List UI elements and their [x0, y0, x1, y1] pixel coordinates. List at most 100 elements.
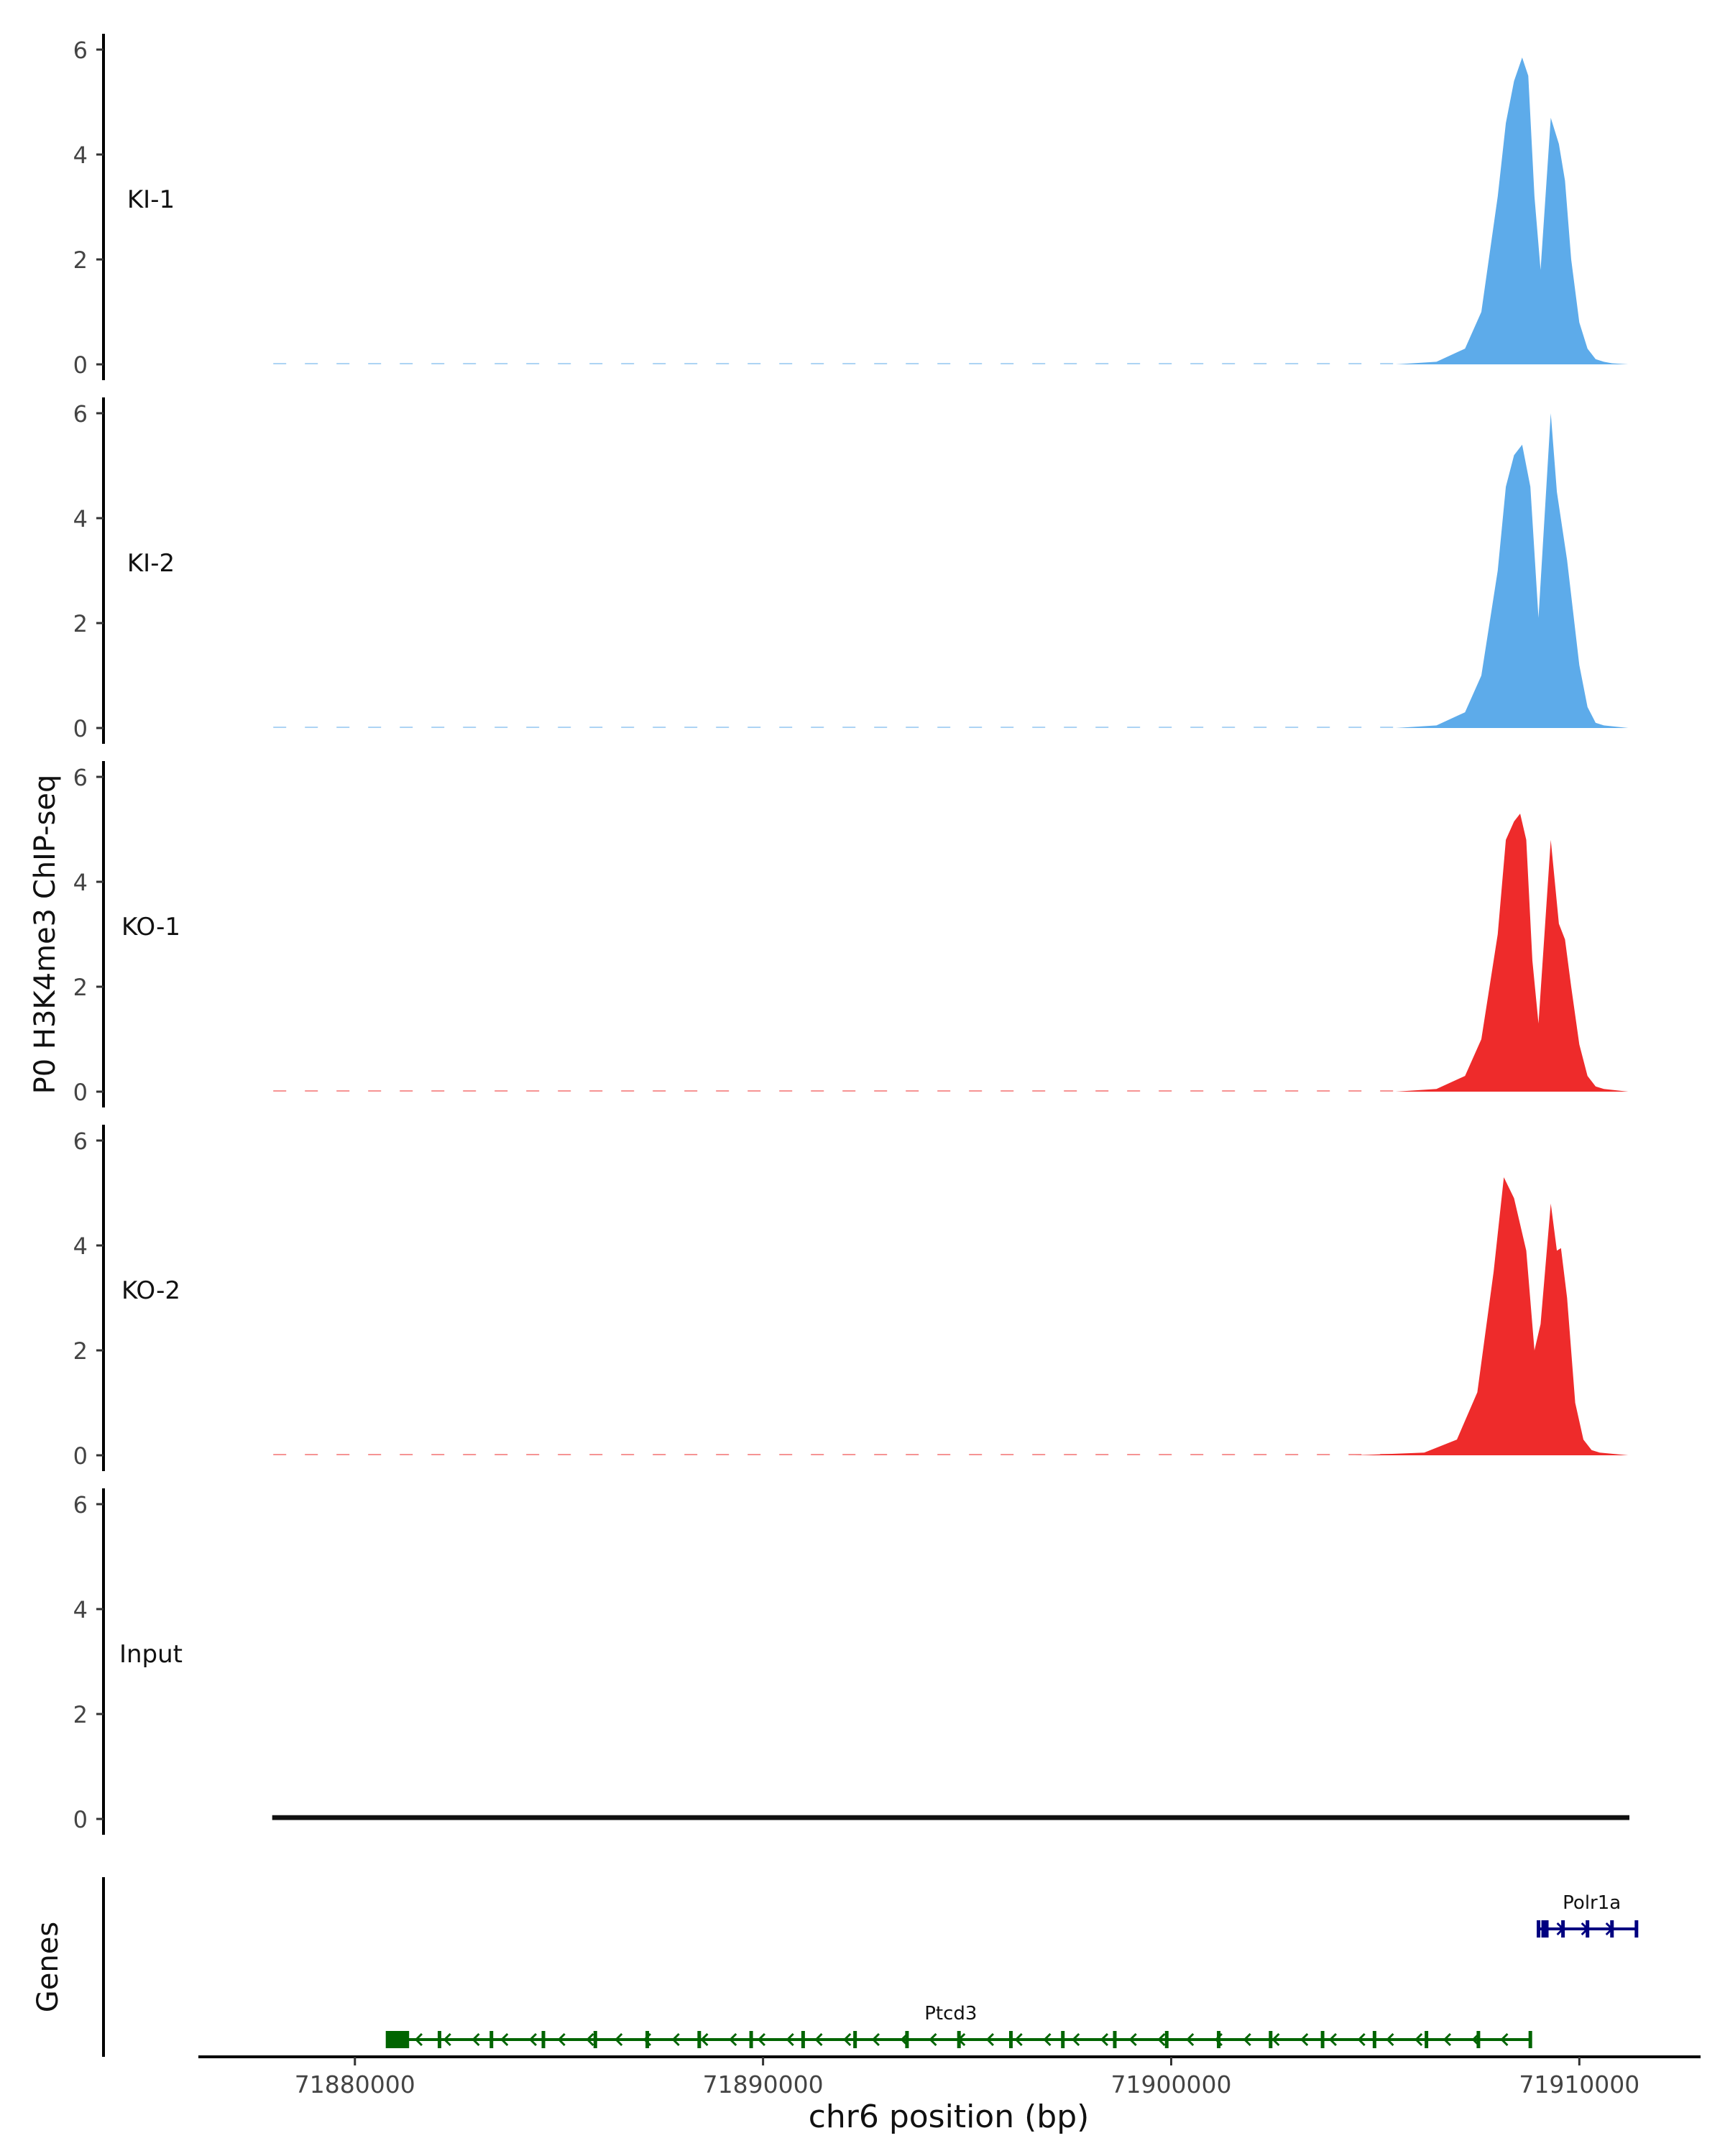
strand-arrow — [900, 2032, 908, 2047]
y-tick-label: 2 — [73, 1701, 88, 1728]
series-area — [273, 1177, 1629, 1455]
x-tick-label: 71880000 — [295, 2070, 415, 2099]
strand-arrow — [1443, 2032, 1451, 2047]
strand-arrow — [1014, 2032, 1023, 2047]
gene-ptcd3: Ptcd3 — [385, 2003, 1532, 2048]
series-area — [273, 413, 1629, 728]
y-tick-label: 2 — [73, 610, 88, 637]
strand-arrow — [1243, 2032, 1251, 2047]
strand-arrow — [1300, 2032, 1309, 2047]
track-ki-2: 0 2 4 6 KI-2 — [73, 397, 1629, 744]
gene-exon — [1269, 2031, 1273, 2048]
strand-arrow — [615, 2032, 623, 2047]
strand-arrow — [557, 2032, 566, 2047]
strand-arrow — [1157, 2032, 1166, 2047]
gene-polr1a: Polr1a — [1537, 1892, 1639, 1938]
gene-exon — [697, 2031, 702, 2048]
strand-arrow — [643, 2032, 652, 2047]
gene-exon — [489, 2031, 494, 2048]
track-ko-1: 0 2 4 6 KO-1 — [73, 761, 1629, 1107]
strand-arrow — [757, 2032, 766, 2047]
genes-track-label: Genes — [32, 1922, 65, 2012]
strand-arrow — [1357, 2032, 1366, 2047]
strand-arrow — [957, 2032, 966, 2047]
y-tick-label: 0 — [73, 1442, 88, 1470]
gene-exon — [905, 2031, 909, 2048]
gene-exon — [1528, 2031, 1532, 2048]
strand-arrow — [500, 2032, 509, 2047]
track-label: KI-2 — [127, 549, 175, 578]
strand-arrow — [1581, 1922, 1589, 1936]
strand-arrow — [786, 2032, 794, 2047]
x-tick-label: 71900000 — [1110, 2070, 1231, 2099]
series-area — [273, 57, 1629, 364]
y-tick-label: 4 — [73, 1233, 88, 1260]
gene-exon — [541, 2031, 546, 2048]
series-area — [273, 814, 1629, 1092]
gene-exon — [645, 2031, 650, 2048]
strand-arrow — [1500, 2032, 1509, 2047]
strand-arrow — [1386, 2032, 1394, 2047]
strand-arrow — [729, 2032, 737, 2047]
y-tick-label: 4 — [73, 869, 88, 896]
tracks-group: 0 2 4 6 KI-1 0 2 4 6 KI-2 0 2 4 6 KO-1 0 2 4 6 KO-2 0 2 4 6 Inpu… — [73, 34, 1629, 1835]
strand-arrow — [671, 2032, 680, 2047]
strand-arrow — [1128, 2032, 1137, 2047]
strand-arrow — [1100, 2032, 1109, 2047]
gene-exon — [853, 2031, 857, 2048]
x-axis-title: chr6 position (bp) — [809, 2099, 1090, 2135]
genes-track: Genes 71880000 71890000 71900000 71910000 Ptc… — [32, 1877, 1701, 2099]
strand-arrow — [1043, 2032, 1052, 2047]
strand-arrow — [700, 2032, 709, 2047]
strand-arrow — [1186, 2032, 1195, 2047]
strand-arrow — [1214, 2032, 1223, 2047]
y-tick-label: 6 — [73, 764, 88, 791]
x-tick-label: 71890000 — [703, 2070, 824, 2099]
gene-exon — [1634, 1920, 1639, 1938]
gene-exon — [1061, 2031, 1065, 2048]
gene-exon — [1164, 2031, 1169, 2048]
strand-arrow — [929, 2032, 937, 2047]
gene-exon — [387, 2031, 410, 2048]
strand-arrow — [843, 2032, 852, 2047]
y-axis-title: P0 H3K4me3 ChIP-seq — [29, 775, 62, 1095]
y-tick-label: 0 — [73, 351, 88, 379]
strand-arrow — [871, 2032, 880, 2047]
y-tick-label: 4 — [73, 505, 88, 533]
gene-exon — [1008, 2031, 1013, 2048]
y-tick-label: 2 — [73, 974, 88, 1001]
strand-arrow — [1271, 2032, 1280, 2047]
y-tick-label: 6 — [73, 400, 88, 428]
strand-arrow — [414, 2032, 423, 2047]
gene-exon — [1113, 2031, 1117, 2048]
track-label: Input — [119, 1640, 183, 1669]
strand-arrow — [528, 2032, 538, 2047]
strand-arrow — [1471, 2032, 1480, 2047]
strand-arrow — [472, 2032, 480, 2047]
gene-exon — [437, 2031, 441, 2048]
y-tick-label: 4 — [73, 142, 88, 169]
track-label: KO-2 — [121, 1276, 180, 1305]
y-tick-label: 0 — [73, 1806, 88, 1833]
x-tick-label: 71910000 — [1519, 2070, 1639, 2099]
strand-arrow — [1072, 2032, 1080, 2047]
strand-arrow — [586, 2032, 594, 2047]
gene-exon — [593, 2031, 597, 2048]
strand-arrow — [985, 2032, 995, 2047]
y-tick-label: 6 — [73, 1128, 88, 1155]
strand-arrow — [814, 2032, 823, 2047]
strand-arrow — [1414, 2032, 1423, 2047]
gene-exon — [801, 2031, 805, 2048]
y-tick-label: 6 — [73, 37, 88, 64]
strand-arrow — [1556, 1922, 1565, 1936]
y-tick-label: 0 — [73, 1079, 88, 1106]
gene-exon — [1217, 2031, 1221, 2048]
strand-arrow — [443, 2032, 451, 2047]
gene-exon — [1476, 2031, 1481, 2048]
track-input: 0 2 4 6 Input — [73, 1488, 1629, 1835]
track-ko-2: 0 2 4 6 KO-2 — [73, 1125, 1629, 1471]
gene-exon — [749, 2031, 753, 2048]
gene-exon — [1425, 2031, 1429, 2048]
